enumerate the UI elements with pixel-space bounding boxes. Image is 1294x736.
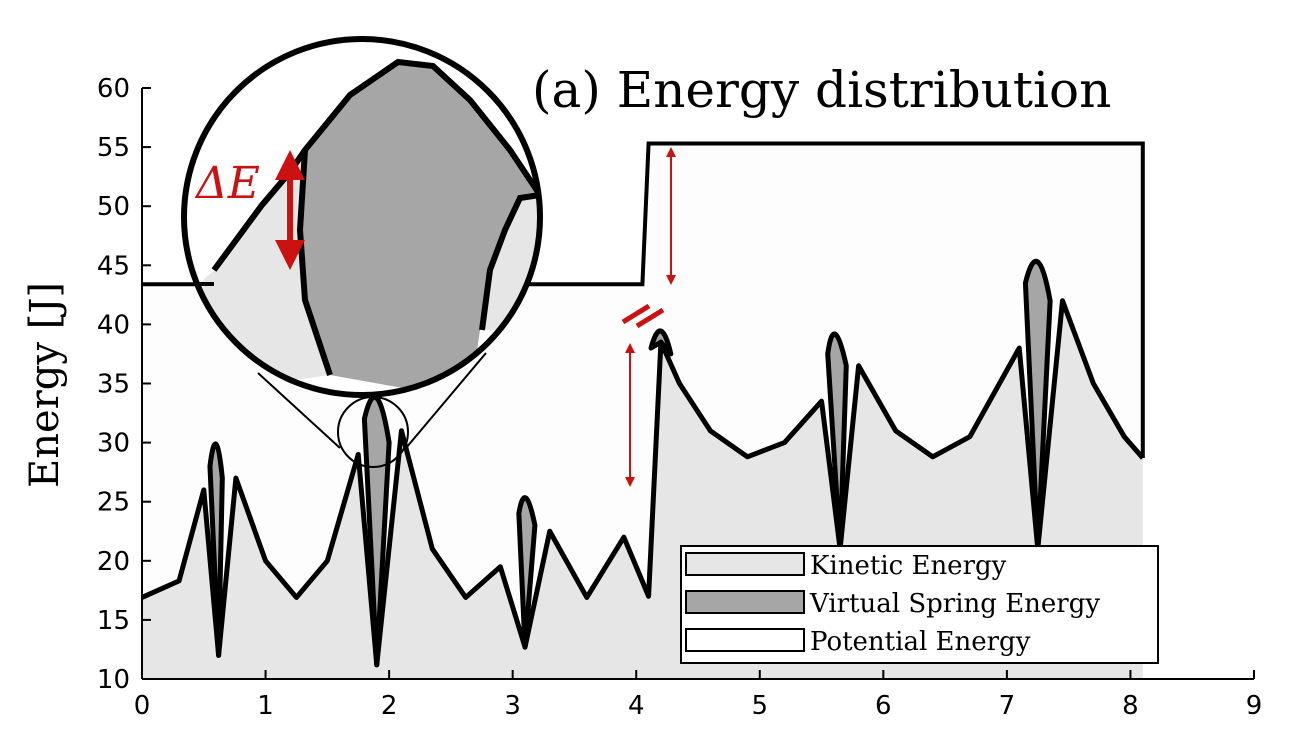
x-tick-label: 4 (628, 691, 645, 721)
spring-peak (361, 394, 392, 668)
break-mark-1 (621, 303, 651, 325)
legend-label-spring: Virtual Spring Energy (809, 589, 1100, 619)
zoom-line-left (257, 372, 341, 449)
x-tick-label: 3 (504, 691, 521, 721)
x-tick-label: 9 (1246, 691, 1263, 721)
y-tick-label: 20 (97, 547, 130, 577)
zoom-line-right (405, 352, 487, 449)
x-tick-label: 6 (875, 691, 892, 721)
x-tick-label: 0 (134, 691, 151, 721)
x-tick-label: 1 (257, 691, 274, 721)
y-tick-label: 30 (97, 429, 130, 459)
break-mark-2 (635, 307, 665, 329)
y-axis-label: Energy [J] (22, 282, 68, 488)
y-tick-label: 35 (97, 370, 130, 400)
y-tick-label: 45 (97, 251, 130, 281)
magnifier-circle (181, 36, 543, 398)
y-tick-label: 50 (97, 192, 130, 222)
y-tick-label: 25 (97, 488, 130, 518)
spring-peak (648, 328, 674, 357)
y-tick-label: 10 (97, 665, 130, 695)
y-ticks: 10 15 20 25 30 35 40 45 50 55 60 (97, 74, 151, 695)
x-tick-label: 8 (1122, 691, 1139, 721)
spring-peak (516, 495, 538, 650)
spring-peak (825, 331, 849, 552)
x-tick-label: 2 (381, 691, 398, 721)
y-tick-label: 15 (97, 606, 130, 636)
y-tick-label: 60 (97, 74, 130, 104)
kinetic-curve (140, 298, 1145, 668)
legend-label-kinetic: Kinetic Energy (810, 551, 1007, 581)
x-tick-label: 5 (752, 691, 769, 721)
spring-peak (207, 441, 225, 658)
legend-swatch-spring (685, 590, 805, 614)
legend-swatch-kinetic (685, 552, 805, 576)
delta-e-label: ΔE (194, 158, 260, 209)
legend-label-potential: Potential Energy (810, 627, 1031, 657)
magnified-kinetic-right (480, 195, 540, 330)
magnified-spring-area (300, 62, 540, 395)
spring-peak (1022, 258, 1053, 552)
zoom-callout: ΔE (181, 36, 543, 468)
magnified-right-curve (479, 192, 540, 331)
x-tick-label: 7 (999, 691, 1016, 721)
y-tick-label: 55 (97, 133, 130, 163)
x-ticks: 0 1 2 3 4 5 6 7 8 9 (134, 670, 1263, 721)
chart-title: (a) Energy distribution (532, 61, 1111, 119)
legend-swatch-potential (685, 628, 805, 652)
legend: Kinetic Energy Virtual Spring Energy Pot… (680, 545, 1159, 664)
delta-arrows (621, 147, 676, 487)
y-tick-label: 40 (97, 310, 130, 340)
